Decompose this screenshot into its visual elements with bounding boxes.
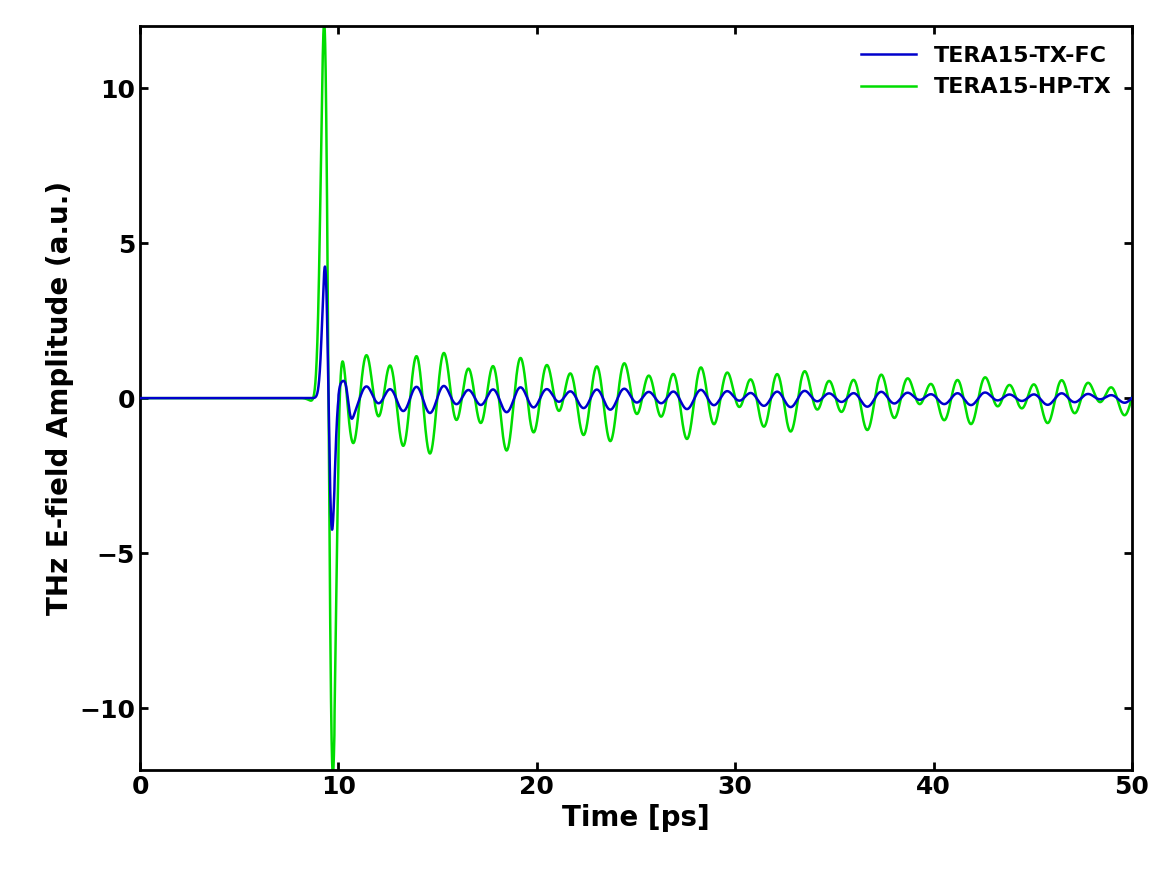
TERA15-TX-FC	[1125, 393, 1139, 403]
TERA15-TX-FC	[326, 524, 340, 535]
TERA15-TX-FC	[133, 393, 147, 403]
TERA15-HP-TX	[174, 393, 188, 403]
Y-axis label: THz E-field Amplitude (a.u.): THz E-field Amplitude (a.u.)	[46, 181, 74, 615]
TERA15-HP-TX	[133, 393, 147, 403]
TERA15-HP-TX	[193, 393, 207, 403]
Line: TERA15-TX-FC: TERA15-TX-FC	[140, 267, 1132, 529]
Legend: TERA15-TX-FC, TERA15-HP-TX: TERA15-TX-FC, TERA15-HP-TX	[852, 38, 1120, 106]
TERA15-TX-FC	[1072, 395, 1086, 405]
TERA15-HP-TX	[619, 359, 633, 369]
TERA15-HP-TX	[138, 393, 152, 403]
TERA15-TX-FC	[193, 393, 207, 403]
X-axis label: Time [ps]: Time [ps]	[562, 804, 710, 832]
TERA15-HP-TX	[1072, 399, 1086, 410]
TERA15-HP-TX	[317, 18, 331, 28]
TERA15-HP-TX	[326, 769, 340, 780]
TERA15-TX-FC	[138, 393, 152, 403]
TERA15-TX-FC	[619, 383, 633, 394]
TERA15-TX-FC	[174, 393, 188, 403]
TERA15-HP-TX	[328, 701, 342, 711]
TERA15-TX-FC	[328, 473, 342, 484]
TERA15-TX-FC	[317, 262, 331, 272]
Line: TERA15-HP-TX: TERA15-HP-TX	[140, 23, 1132, 774]
TERA15-HP-TX	[1125, 392, 1139, 402]
